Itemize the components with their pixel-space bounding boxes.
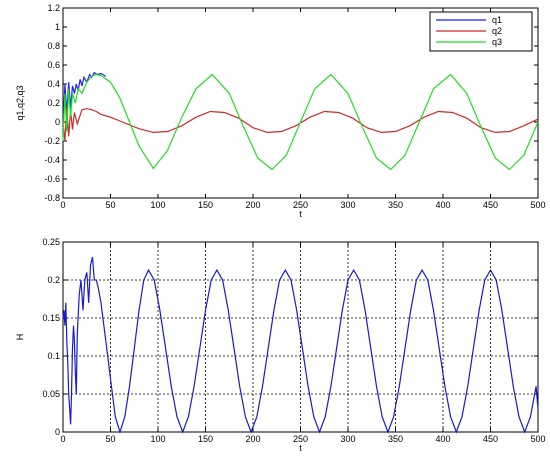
top-y-tick-label: 0.4 xyxy=(47,79,60,89)
top-x-tick-label: 250 xyxy=(293,200,308,210)
legend-label-q3: q3 xyxy=(492,37,502,47)
top-x-tick-label: 500 xyxy=(530,200,545,210)
top-x-tick-label: 50 xyxy=(105,200,115,210)
top-y-tick-label: -0.8 xyxy=(44,193,60,203)
top-y-tick-label: 0.6 xyxy=(47,60,60,70)
bottom-x-tick-label: 250 xyxy=(293,434,308,444)
top-x-tick-label: 150 xyxy=(198,200,213,210)
legend-label-q2: q2 xyxy=(492,26,502,36)
top-x-axis-label: t xyxy=(299,209,302,219)
top-x-tick-label: 350 xyxy=(388,200,403,210)
bottom-series-line-series-1 xyxy=(62,257,539,435)
bottom-x-tick-label: 500 xyxy=(530,434,545,444)
top-x-tick-label: 400 xyxy=(435,200,450,210)
top-y-tick-label: -0.6 xyxy=(44,174,60,184)
top-y-tick-label: 0.8 xyxy=(47,41,60,51)
bottom-x-tick-label: 100 xyxy=(150,434,165,444)
top-x-tick-label: 450 xyxy=(483,200,498,210)
top-y-tick-label: 0.2 xyxy=(47,98,60,108)
bottom-x-tick-label: 450 xyxy=(483,434,498,444)
bottom-y-tick-label: 0.15 xyxy=(42,313,60,323)
top-y-tick-label: 0 xyxy=(55,117,60,127)
top-y-tick-label: -0.2 xyxy=(44,136,60,146)
bottom-x-tick-label: 400 xyxy=(435,434,450,444)
top-y-tick-label: 1.2 xyxy=(47,3,60,13)
bottom-y-axis-label: H xyxy=(15,334,25,341)
bottom-y-tick-label: 0.05 xyxy=(42,389,60,399)
top-x-tick-label: 100 xyxy=(150,200,165,210)
bottom-x-tick-label: 50 xyxy=(105,434,115,444)
bottom-chart: 0 50 100 150 200 250 300 350 400 450 500 0 0.05 0.1 0.… xyxy=(15,237,546,453)
legend-label-q1: q1 xyxy=(492,15,502,25)
top-x-tick-label: 0 xyxy=(60,200,65,210)
top-series-line-q1 xyxy=(62,71,107,132)
top-chart: 0 50 100 150 200 250 300 350 400 450 500 -0.8 -0.6 -0… xyxy=(15,3,546,219)
top-x-tick-label: 200 xyxy=(245,200,260,210)
top-y-tick-label: -0.4 xyxy=(44,155,60,165)
top-y-tick-label: 1 xyxy=(55,22,60,32)
bottom-y-tick-label: 0.2 xyxy=(47,275,60,285)
bottom-y-tick-label: 0.1 xyxy=(47,351,60,361)
top-x-tick-label: 300 xyxy=(340,200,355,210)
bottom-x-tick-label: 300 xyxy=(340,434,355,444)
bottom-x-tick-label: 0 xyxy=(60,434,65,444)
bottom-y-tick-label: 0 xyxy=(55,427,60,437)
top-series-line-q3 xyxy=(62,73,539,171)
bottom-y-tick-label: 0.25 xyxy=(42,237,60,247)
top-series-line-q2 xyxy=(62,107,539,142)
bottom-x-tick-label: 200 xyxy=(245,434,260,444)
bottom-x-axis-label: t xyxy=(299,443,302,453)
bottom-x-tick-label: 150 xyxy=(198,434,213,444)
top-y-axis-label: q1,q2,q3 xyxy=(15,85,25,120)
bottom-x-tick-label: 350 xyxy=(388,434,403,444)
